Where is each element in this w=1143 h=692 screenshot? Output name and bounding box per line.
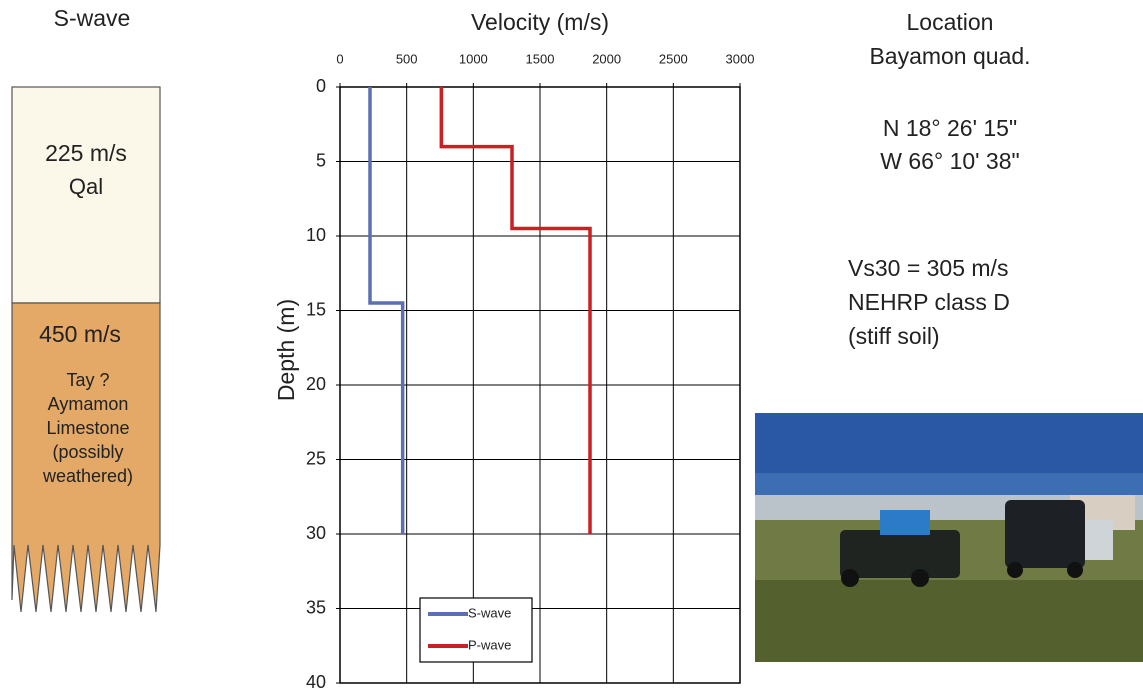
location-text: Location Bayamon quad. N 18° 26' 15" W 66° … bbox=[848, 9, 1031, 349]
layer-velocity: 450 m/s bbox=[39, 321, 121, 347]
legend-label: P-wave bbox=[468, 637, 511, 652]
x-tick-label: 3000 bbox=[726, 51, 755, 66]
location-line: (stiff soil) bbox=[848, 323, 940, 349]
chart-title: Velocity (m/s) bbox=[471, 9, 609, 35]
plot: 0 500 1000 1500 2000 2500 3000 0 5 10 15 20 25 30 35 40… bbox=[306, 51, 754, 691]
location-line: Vs30 = 305 m/s bbox=[848, 255, 1008, 281]
location-line: NEHRP class D bbox=[848, 289, 1010, 315]
y-axis-label: Depth (m) bbox=[273, 299, 299, 401]
y-tick-label: 10 bbox=[306, 225, 326, 245]
legend-label: S-wave bbox=[468, 605, 511, 620]
site-photo bbox=[755, 413, 1143, 662]
layer-label: Tay ? bbox=[66, 370, 109, 390]
y-tick-label: 20 bbox=[306, 374, 326, 394]
layer-limestone bbox=[11, 302, 161, 613]
legend-box bbox=[419, 597, 533, 663]
y-tick-label: 35 bbox=[306, 597, 326, 617]
x-tick-label: 2000 bbox=[592, 51, 621, 66]
column-title: S-wave bbox=[54, 5, 131, 31]
layer-label: weathered) bbox=[42, 466, 133, 486]
x-tick-label: 1500 bbox=[526, 51, 555, 66]
series-line bbox=[368, 87, 405, 534]
layer-label: Qal bbox=[69, 174, 103, 199]
layer-label: (possibly bbox=[52, 442, 123, 462]
y-tick-label: 15 bbox=[306, 299, 326, 319]
layer-qal bbox=[11, 86, 161, 304]
x-tick-label: 1000 bbox=[459, 51, 488, 66]
location-line: Location bbox=[907, 9, 994, 35]
y-tick-label: 40 bbox=[306, 672, 326, 692]
layer-velocity: 225 m/s bbox=[45, 140, 127, 166]
y-tick-label: 5 bbox=[316, 150, 326, 170]
x-tick-label: 500 bbox=[396, 51, 418, 66]
y-tick-label: 0 bbox=[316, 76, 326, 96]
location-line: W 66° 10' 38" bbox=[880, 148, 1019, 174]
y-tick-label: 30 bbox=[306, 523, 326, 543]
x-tick-label: 2500 bbox=[659, 51, 688, 66]
layer-label: Limestone bbox=[46, 418, 129, 438]
location-line: N 18° 26' 15" bbox=[883, 115, 1017, 141]
x-tick-label: 0 bbox=[336, 51, 343, 66]
layer-text: Tay ? Aymamon Limestone (possibly weathered) bbox=[42, 370, 133, 486]
location-line: Bayamon quad. bbox=[869, 43, 1030, 69]
layer-label: Aymamon bbox=[48, 394, 129, 414]
y-tick-label: 25 bbox=[306, 448, 326, 468]
series-line bbox=[439, 87, 592, 534]
